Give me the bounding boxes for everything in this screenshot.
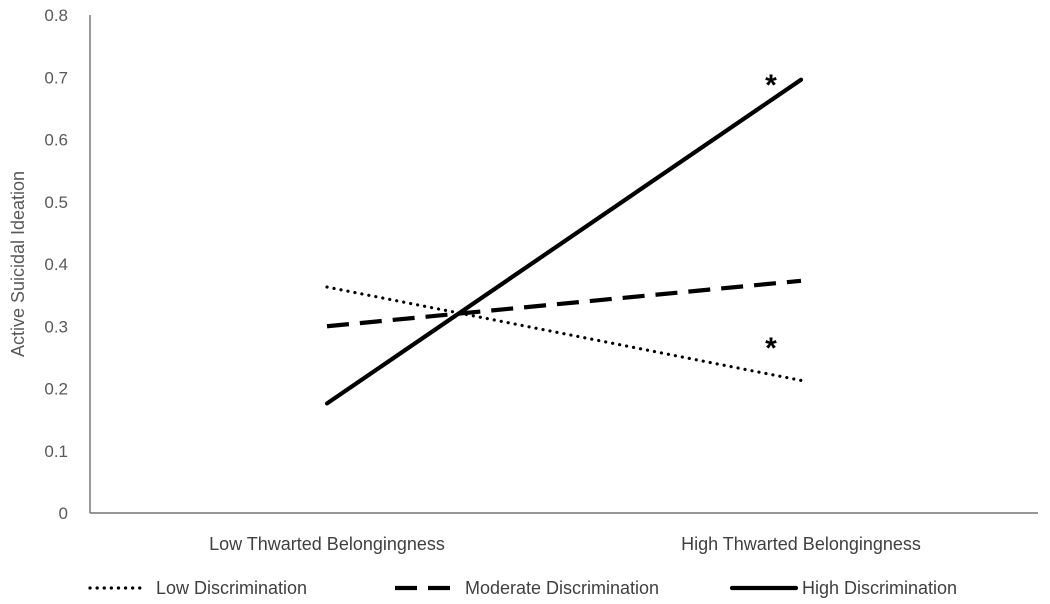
series-line-1 (326, 278, 802, 329)
annotations: ** (765, 69, 777, 365)
series-line-2 (324, 77, 804, 406)
legend-label-1: Moderate Discrimination (465, 578, 659, 598)
significance-annotation: * (765, 69, 777, 102)
legend-label-0: Low Discrimination (156, 578, 307, 598)
series-layer (324, 77, 804, 406)
y-tick-label: 0.3 (44, 317, 68, 336)
y-tick-label: 0.2 (44, 380, 68, 399)
y-tick-label: 0.8 (44, 6, 68, 25)
y-tick-label: 0.4 (44, 255, 68, 274)
y-axis-title: Active Suicidal Ideation (8, 171, 28, 357)
y-axis-ticks: 0 0.1 0.2 0.3 0.4 0.5 0.6 0.7 0.8 (44, 6, 68, 523)
y-tick-label: 0.1 (44, 442, 68, 461)
x-category-label: Low Thwarted Belongingness (209, 534, 445, 554)
x-axis-categories: Low Thwarted Belongingness High Thwarted … (209, 534, 921, 554)
x-category-label: High Thwarted Belongingness (681, 534, 921, 554)
legend: Low Discrimination Moderate Discriminatio… (88, 578, 957, 598)
series-line-0 (325, 285, 803, 383)
significance-annotation: * (765, 332, 777, 365)
y-tick-label: 0 (59, 504, 68, 523)
legend-label-2: High Discrimination (802, 578, 957, 598)
y-tick-label: 0.6 (44, 131, 68, 150)
y-tick-label: 0.7 (44, 68, 68, 87)
y-tick-label: 0.5 (44, 193, 68, 212)
